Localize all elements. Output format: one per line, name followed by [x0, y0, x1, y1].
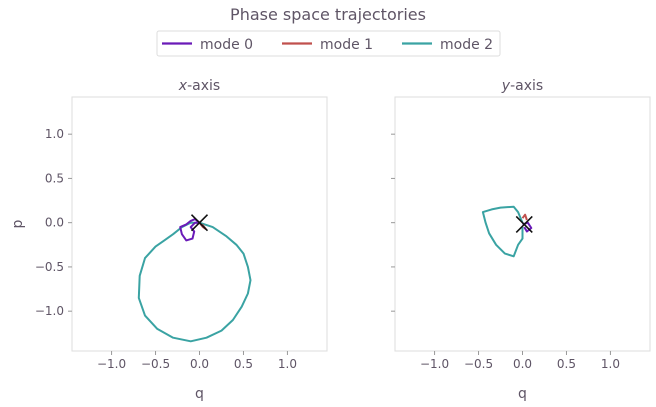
panel-title: x-axis — [178, 78, 220, 94]
x-tick-label: −0.5 — [464, 357, 493, 371]
trajectory-mode-0 — [179, 218, 201, 242]
x-tick-label: 0.5 — [557, 357, 576, 371]
legend: mode 0 mode 1 mode 2 — [156, 30, 501, 57]
x-tick-label: −0.5 — [141, 357, 170, 371]
x-tick-label: −1.0 — [97, 357, 126, 371]
panel-title-rest: -axis — [187, 78, 220, 94]
start-marker-x — [190, 214, 209, 232]
legend-label-mode-1: mode 1 — [320, 37, 373, 53]
x-axis-label: q — [518, 386, 527, 402]
panel-title-var: x — [178, 78, 188, 94]
legend-box — [156, 30, 501, 57]
trajectory-mode-2 — [481, 205, 524, 258]
x-tick-label: 0.0 — [513, 357, 532, 371]
y-tick-label: −0.5 — [35, 260, 64, 274]
panel-y-axis: y-axis −1.0 −0.5 0.0 0.5 1.0 q — [391, 78, 651, 402]
panel-x-axis: x-axis −1.0 −0.5 0.0 0.5 1.0 1.0 0.5 0.0 −0.5 −1.0… — [10, 78, 328, 402]
legend-label-mode-0: mode 0 — [200, 37, 253, 53]
panel-title: y-axis — [501, 78, 543, 94]
y-tick-label: 1.0 — [45, 127, 64, 141]
x-axis-label: q — [195, 386, 204, 402]
y-tick-label: −1.0 — [35, 304, 64, 318]
chart-title: Phase space trajectories — [230, 5, 426, 24]
x-tick-label: −1.0 — [420, 357, 449, 371]
x-tick-label: 1.0 — [601, 357, 620, 371]
y-tick-label: 0.0 — [45, 216, 64, 230]
start-marker-x — [515, 215, 533, 234]
panel-title-var: y — [501, 78, 511, 94]
panel-title-rest: -axis — [510, 78, 543, 94]
legend-label-mode-2: mode 2 — [440, 37, 493, 53]
y-tick-label: 0.5 — [45, 171, 64, 185]
trajectory-mode-1 — [521, 213, 528, 221]
x-tick-label: 0.0 — [190, 357, 209, 371]
x-tick-label: 1.0 — [278, 357, 297, 371]
trajectory-mode-2 — [137, 221, 252, 343]
y-axis-label: p — [10, 219, 26, 228]
x-tick-label: 0.5 — [234, 357, 253, 371]
